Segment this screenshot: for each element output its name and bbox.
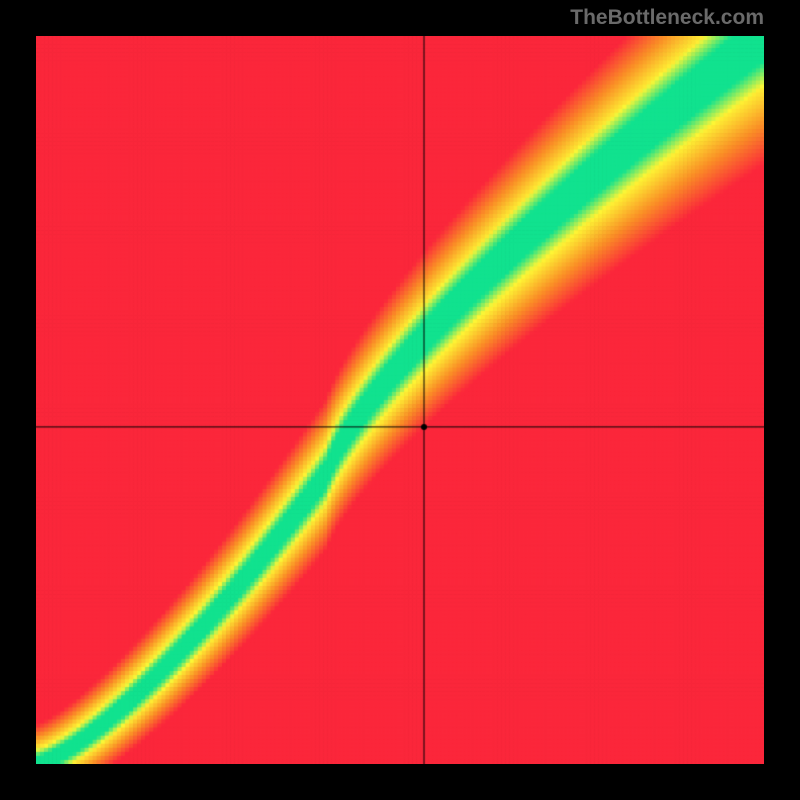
heatmap-canvas xyxy=(36,36,764,764)
heatmap-plot xyxy=(36,36,764,764)
watermark-text: TheBottleneck.com xyxy=(570,6,764,30)
chart-container: TheBottleneck.com xyxy=(0,0,800,800)
